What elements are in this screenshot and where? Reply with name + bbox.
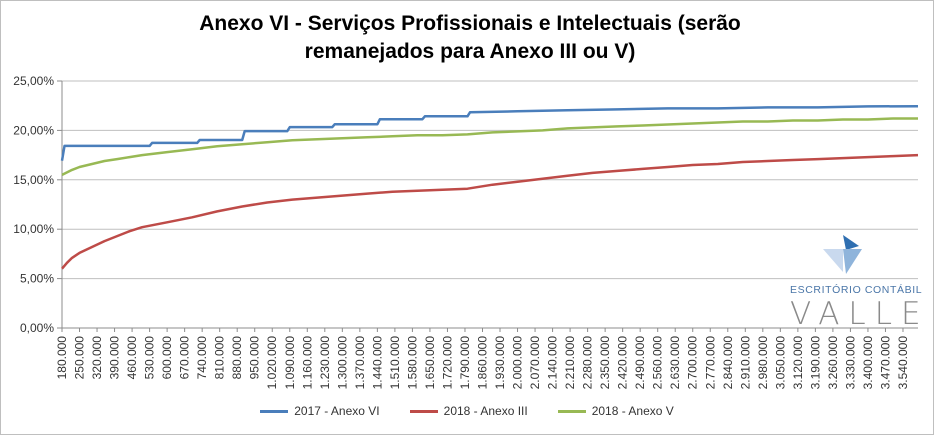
x-tick-label: 1.930.000 <box>493 336 507 390</box>
x-tick-label: 2.980.000 <box>756 336 770 390</box>
x-tick-label: 1.720.000 <box>440 336 454 390</box>
y-tick-label: 15,00% <box>13 173 54 187</box>
x-tick-label: 1.860.000 <box>475 336 489 390</box>
x-tick-label: 1.440.000 <box>370 336 384 390</box>
logo-subtitle: ESCRITÓRIO CONTÁBIL <box>790 284 923 296</box>
x-tick-label: 2.490.000 <box>633 336 647 390</box>
chart-title-line-1: Anexo VI - Serviços Profissionais e Inte… <box>199 12 741 35</box>
x-tick-label: 1.510.000 <box>388 336 402 390</box>
x-tick-label: 530.000 <box>143 336 157 380</box>
legend-item: 2018 - Anexo III <box>409 404 528 418</box>
x-tick-label: 740.000 <box>195 336 209 380</box>
valle-logo-icon <box>823 235 862 274</box>
x-tick-label: 2.910.000 <box>738 336 752 390</box>
x-tick-label: 390.000 <box>108 336 122 380</box>
x-tick-labels: 180.000 250.000 320.000 390.000 460.000 530.0… <box>55 336 910 390</box>
chart-title: Anexo VI - Serviços Profissionais e Inte… <box>40 10 900 66</box>
x-tick-label: 2.630.000 <box>668 336 682 390</box>
legend-swatch <box>260 409 289 413</box>
x-tick-label: 3.540.000 <box>896 336 910 390</box>
y-tick-label: 0,00% <box>20 321 54 335</box>
x-tick-label: 3.470.000 <box>878 336 892 390</box>
legend-label: 2018 - Anexo III <box>443 404 528 418</box>
logo-name: VALLE <box>790 296 930 332</box>
y-tick-label: 5,00% <box>20 272 54 286</box>
legend-swatch <box>557 409 586 413</box>
series-lines <box>60 104 919 270</box>
x-tick-label: 950.000 <box>248 336 262 380</box>
x-tick-label: 600.000 <box>160 336 174 380</box>
x-tick-label: 250.000 <box>73 336 87 380</box>
x-tick-label: 1.580.000 <box>405 336 419 390</box>
legend-swatch <box>409 409 438 413</box>
x-tick-label: 1.790.000 <box>458 336 472 390</box>
x-tick-label: 3.190.000 <box>808 336 822 390</box>
axes <box>57 80 918 332</box>
x-tick-label: 3.050.000 <box>773 336 787 390</box>
legend-item: 2017 - Anexo VI <box>260 404 380 418</box>
x-tick-label: 180.000 <box>55 336 69 380</box>
x-tick-label: 2.420.000 <box>616 336 630 390</box>
x-tick-label: 2.560.000 <box>651 336 665 390</box>
x-tick-label: 2.280.000 <box>581 336 595 390</box>
x-tick-label: 3.260.000 <box>826 336 840 390</box>
line-chart: 0,00% 5,00% 10,00% 15,00% 20,00% 25,00% 180.0… <box>13 74 919 390</box>
gridlines <box>62 80 918 280</box>
x-tick-label: 2.000.000 <box>511 336 525 390</box>
x-tick-label: 1.090.000 <box>283 336 297 390</box>
x-tick-label: 2.770.000 <box>703 336 717 390</box>
x-tick-label: 1.370.000 <box>353 336 367 390</box>
y-tick-label: 10,00% <box>13 222 54 236</box>
x-tick-label: 810.000 <box>213 336 227 380</box>
y-tick-label: 25,00% <box>13 74 54 88</box>
x-tick-label: 2.140.000 <box>546 336 560 390</box>
x-tick-label: 320.000 <box>90 336 104 380</box>
x-tick-label: 1.230.000 <box>318 336 332 390</box>
x-tick-label: 3.330.000 <box>843 336 857 390</box>
x-tick-label: 1.160.000 <box>300 336 314 390</box>
x-tick-label: 1.020.000 <box>265 336 279 390</box>
x-tick-label: 670.000 <box>178 336 192 380</box>
series-line-2 <box>61 153 919 270</box>
x-tick-label: 1.300.000 <box>335 336 349 390</box>
legend-label: 2017 - Anexo VI <box>294 404 380 418</box>
y-tick-label: 20,00% <box>13 123 54 137</box>
legend-label: 2018 - Anexo V <box>591 404 674 418</box>
series-line-1 <box>60 104 919 161</box>
chart-legend: 2017 - Anexo VI 2018 - Anexo III 2018 - … <box>0 404 934 418</box>
x-tick-label: 3.120.000 <box>791 336 805 390</box>
x-tick-label: 880.000 <box>230 336 244 380</box>
y-tick-labels: 0,00% 5,00% 10,00% 15,00% 20,00% 25,00% <box>13 74 54 335</box>
x-tick-label: 3.400.000 <box>861 336 875 390</box>
x-tick-label: 2.070.000 <box>528 336 542 390</box>
series-line-3 <box>61 117 918 177</box>
x-tick-label: 460.000 <box>125 336 139 380</box>
x-tick-label: 2.350.000 <box>598 336 612 390</box>
x-tick-label: 2.700.000 <box>686 336 700 390</box>
chart-title-line-2: remanejados para Anexo III ou V) <box>304 40 636 63</box>
legend-item: 2018 - Anexo V <box>557 404 674 418</box>
x-tick-label: 1.650.000 <box>423 336 437 390</box>
x-tick-label: 2.840.000 <box>721 336 735 390</box>
x-tick-label: 2.210.000 <box>563 336 577 390</box>
